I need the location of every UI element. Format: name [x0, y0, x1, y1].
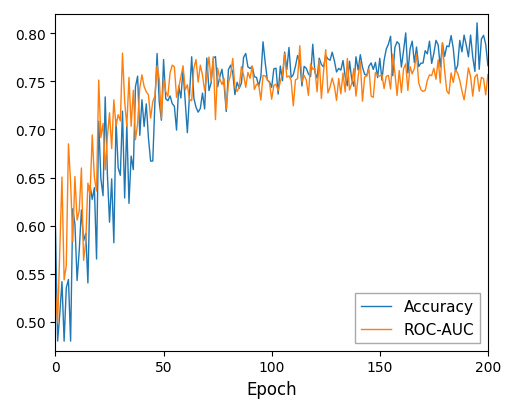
- Line: Accuracy: Accuracy: [56, 24, 488, 341]
- ROC-AUC: [440, 41, 446, 46]
- ROC-AUC: [55, 320, 61, 325]
- Accuracy: [485, 64, 491, 69]
- ROC-AUC: [53, 292, 59, 297]
- Accuracy: [288, 76, 294, 81]
- ROC-AUC: [236, 85, 243, 90]
- ROC-AUC: [213, 118, 219, 123]
- Accuracy: [57, 311, 63, 316]
- Accuracy: [236, 87, 243, 92]
- Line: ROC-AUC: ROC-AUC: [56, 44, 488, 323]
- ROC-AUC: [93, 189, 100, 194]
- Accuracy: [474, 21, 480, 26]
- Accuracy: [55, 339, 61, 344]
- X-axis label: Epoch: Epoch: [246, 380, 297, 398]
- Accuracy: [53, 225, 59, 230]
- ROC-AUC: [57, 248, 63, 253]
- ROC-AUC: [453, 68, 459, 73]
- Accuracy: [450, 47, 456, 52]
- ROC-AUC: [288, 79, 294, 84]
- Accuracy: [213, 55, 219, 60]
- Legend: Accuracy, ROC-AUC: Accuracy, ROC-AUC: [354, 294, 480, 343]
- ROC-AUC: [485, 73, 491, 78]
- Accuracy: [93, 257, 100, 262]
